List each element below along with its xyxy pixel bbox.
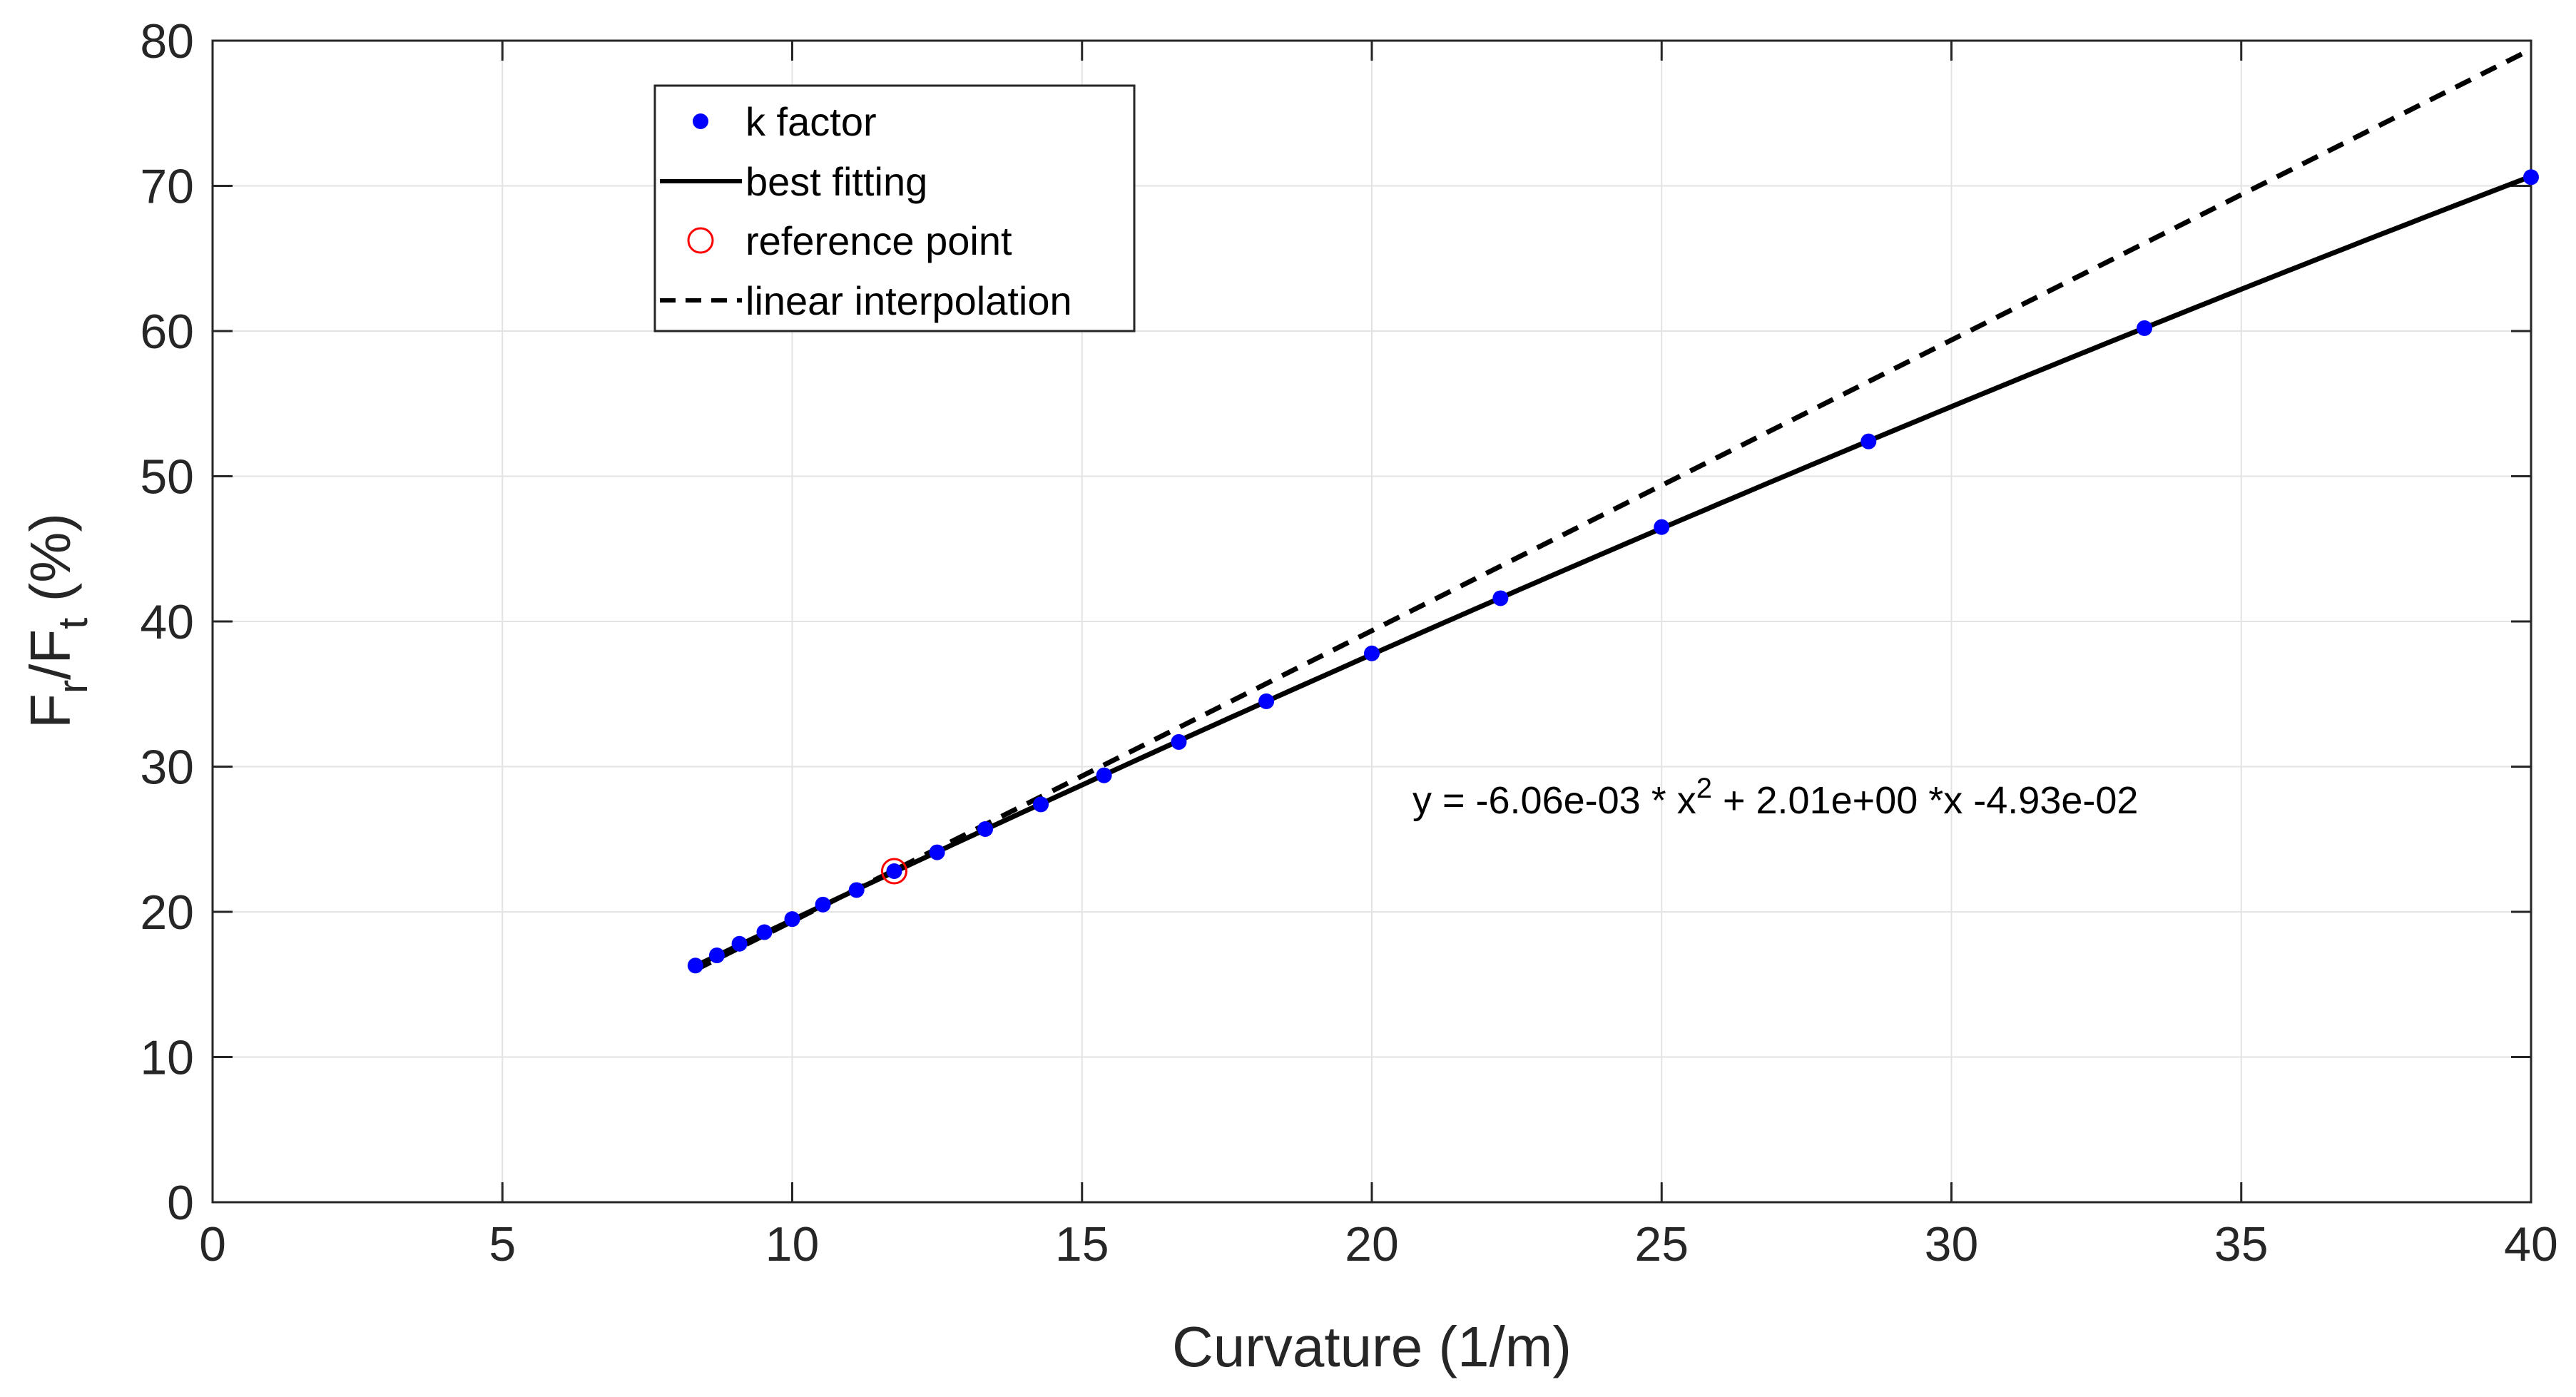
- fit-equation-prefix: y = -6.06e-03 * x: [1412, 779, 1696, 822]
- k-factor-point: [815, 896, 831, 913]
- y-tick-label: 30: [140, 741, 194, 795]
- legend-marker-k-factor: [693, 113, 708, 129]
- legend-label-best-fitting: best fitting: [745, 159, 927, 204]
- k-factor-point: [1096, 767, 1112, 783]
- best-fitting-curve: [694, 173, 2532, 968]
- y-label-base: F: [19, 694, 82, 728]
- k-factor-point: [848, 882, 865, 898]
- y-label-suffix: (%): [19, 513, 82, 618]
- legend-label-reference-point: reference point: [745, 218, 1012, 263]
- y-label-sub-r: r: [50, 680, 96, 694]
- k-factor-point: [1860, 433, 1877, 449]
- fit-equation-exponent: 2: [1696, 773, 1712, 804]
- k-factor-point: [929, 844, 945, 860]
- k-factor-point: [784, 911, 800, 928]
- fit-equation: y = -6.06e-03 * x2 + 2.01e+00 *x -4.93e-…: [1412, 773, 2138, 822]
- x-tick-label: 25: [1634, 1217, 1689, 1271]
- y-tick-label: 70: [140, 160, 194, 214]
- y-label-sub-t: t: [50, 618, 96, 629]
- y-label-mid: /F: [19, 629, 82, 680]
- y-tick-label: 60: [140, 305, 194, 359]
- reference-point-marker: [881, 858, 907, 885]
- k-factor-point: [687, 957, 703, 974]
- x-tick-label: 35: [2214, 1217, 2269, 1271]
- legend-box: [653, 84, 1136, 332]
- x-tick-label: 40: [2504, 1217, 2558, 1271]
- fit-equation-suffix: + 2.01e+00 *x -4.93e-02: [1712, 779, 2138, 822]
- y-tick-label: 80: [140, 14, 194, 68]
- series: [687, 47, 2539, 974]
- y-tick-label: 10: [140, 1031, 194, 1085]
- k-factor-point: [756, 924, 773, 940]
- k-factor-point: [1258, 693, 1275, 709]
- k-factor-point: [731, 935, 748, 952]
- x-tick-label: 30: [1925, 1217, 1979, 1271]
- k-factor-point: [2523, 169, 2539, 186]
- legend-marker-reference-point: [687, 227, 714, 254]
- k-factor-point: [1492, 590, 1509, 606]
- y-tick-label: 20: [140, 885, 194, 940]
- k-factor-point: [1364, 645, 1380, 661]
- x-tick-label: 15: [1055, 1217, 1109, 1271]
- y-tick-label: 40: [140, 595, 194, 649]
- y-tick-label: 50: [140, 450, 194, 504]
- k-factor-point: [886, 863, 902, 880]
- k-factor-point: [1654, 519, 1670, 535]
- k-factor-point: [1171, 733, 1187, 750]
- x-axis-label: Curvature (1/m): [1172, 1315, 1572, 1378]
- x-tick-label: 20: [1345, 1217, 1399, 1271]
- x-tick-label: 5: [489, 1217, 516, 1271]
- k-factor-point: [708, 948, 725, 964]
- x-tick-label: 0: [199, 1217, 226, 1271]
- k-factor-point: [977, 821, 994, 838]
- legend-label-linear-interpolation: linear interpolation: [745, 278, 1072, 323]
- y-axis-label: Fr/Ft (%): [19, 513, 96, 728]
- x-tick-label: 10: [765, 1217, 820, 1271]
- axis-ticks: 0 5 10 15 20 25 30 35 40 0 10 20 30 40 50 60 70 80: [140, 14, 2557, 1271]
- k-factor-point: [1033, 796, 1049, 813]
- y-tick-label: 0: [167, 1176, 194, 1230]
- legend: k factor best fitting reference point li…: [653, 84, 1136, 332]
- legend-label-k-factor: k factor: [745, 99, 877, 144]
- k-factor-point: [2137, 320, 2153, 336]
